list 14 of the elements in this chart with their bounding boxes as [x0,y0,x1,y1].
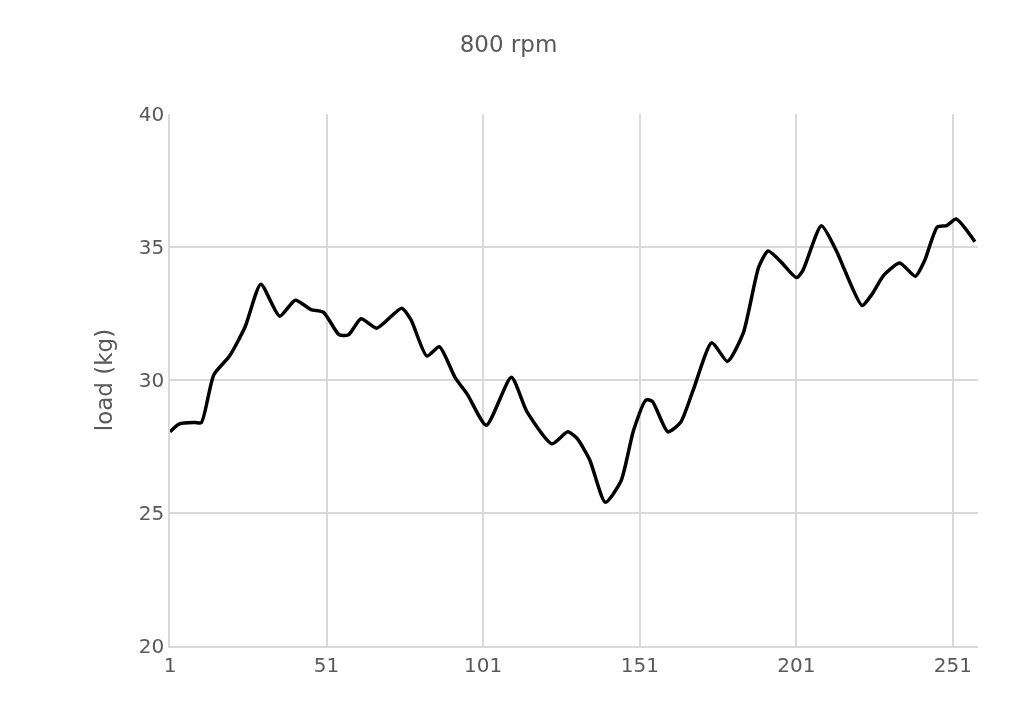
y-tick-label: 40 [138,102,165,126]
x-tick-label: 101 [464,652,503,677]
line-series [170,217,977,505]
y-axis-title: load (kg) [90,328,117,432]
x-tick-label: 51 [313,652,340,677]
x-tick-label: 251 [933,652,973,677]
x-tick-label: 151 [620,652,659,677]
y-tick-label: 35 [138,235,165,259]
y-tick-label: 20 [138,634,165,658]
y-tick-label: 25 [138,501,165,525]
x-tick-label: 1 [163,652,177,677]
chart-title: 800 rpm [459,31,558,58]
x-tick-label: 201 [777,652,816,677]
y-tick-label: 30 [138,368,165,392]
